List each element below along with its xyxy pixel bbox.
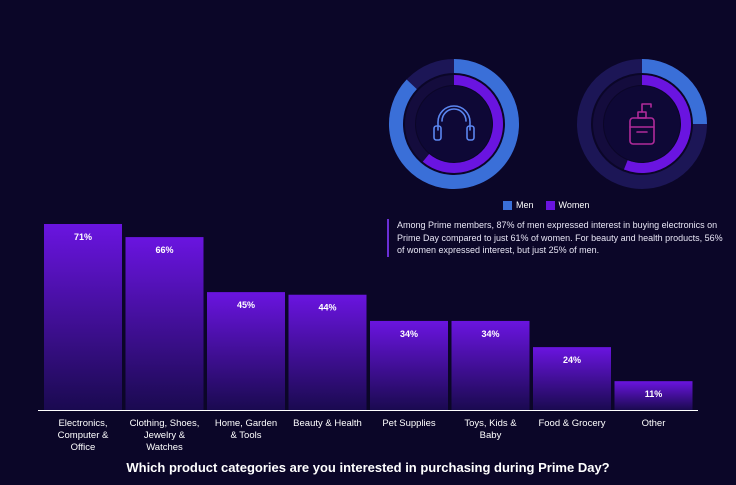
legend-label-women: Women	[558, 200, 590, 210]
bar-value-label: 44%	[318, 303, 336, 313]
category-label-line: Toys, Kids &	[464, 418, 517, 429]
legend: Men Women	[503, 200, 589, 210]
legend-label-men: Men	[516, 200, 534, 210]
legend-item-men: Men	[503, 200, 534, 210]
category-label-line: Pet Supplies	[382, 418, 436, 429]
legend-swatch-men	[503, 200, 512, 210]
bar-value-label: 24%	[563, 355, 581, 365]
category-label-line: Beauty & Health	[293, 418, 362, 429]
category-label-line: Clothing, Shoes,	[130, 418, 200, 429]
bar-value-label: 34%	[481, 329, 499, 339]
category-label: Food & Grocery	[538, 418, 605, 429]
bar-5	[370, 320, 448, 410]
donut-1	[389, 59, 519, 189]
category-label-line: Home, Garden	[215, 418, 277, 429]
bar-series: 71% 66% 45% 44% 34% 34% 24% 11%	[44, 224, 693, 410]
bar-2	[125, 237, 204, 410]
bar-value-label: 34%	[400, 329, 418, 339]
bar-value-label: 45%	[237, 300, 255, 310]
category-label: Beauty & Health	[293, 418, 362, 429]
chart-title: Which product categories are you interes…	[126, 460, 610, 475]
category-label: Electronics, Computer & Office	[58, 418, 109, 453]
category-label-line: Watches	[146, 442, 183, 453]
category-label-line: Other	[642, 418, 666, 429]
bar-value-label: 11%	[645, 389, 663, 399]
donut-arc-men	[389, 59, 519, 189]
donut-arc-women	[623, 75, 691, 173]
donut-center	[416, 86, 492, 162]
bar-value-label: 66%	[155, 245, 173, 255]
category-label: Toys, Kids & Baby	[464, 418, 517, 441]
annotation-note: Among Prime members, 87% of men expresse…	[387, 219, 727, 257]
bar-8	[614, 381, 693, 410]
legend-swatch-women	[545, 200, 555, 210]
category-labels: Electronics, Computer & Office Clothing, Sh…	[58, 418, 666, 453]
donut-charts	[389, 59, 707, 189]
category-label: Clothing, Shoes, Jewelry & Watches	[130, 418, 200, 453]
bar-value-label: 71%	[74, 232, 92, 242]
category-label-line: Office	[71, 442, 96, 453]
category-label-line: Computer &	[58, 430, 109, 441]
donut-center	[604, 86, 680, 162]
category-label-line: Food & Grocery	[538, 418, 605, 429]
category-label: Pet Supplies	[382, 418, 436, 429]
donut-arc-women	[422, 75, 503, 173]
bar-3	[207, 292, 285, 410]
bar-4	[288, 294, 367, 410]
category-label-line: Electronics,	[58, 418, 107, 429]
bar-6	[451, 320, 530, 410]
bar-7	[533, 347, 611, 410]
donut-2	[577, 59, 707, 189]
category-label: Home, Garden & Tools	[215, 418, 277, 441]
category-label-line: Baby	[480, 430, 502, 441]
bar-1	[44, 224, 122, 410]
lotion-bottle-icon	[629, 103, 655, 145]
donut-arc-men	[641, 59, 707, 125]
category-label-line: & Tools	[231, 430, 262, 441]
headphones-icon	[433, 105, 475, 141]
category-label: Other	[642, 418, 666, 429]
category-label-line: Jewelry &	[144, 430, 186, 441]
legend-item-women: Women	[545, 200, 590, 210]
